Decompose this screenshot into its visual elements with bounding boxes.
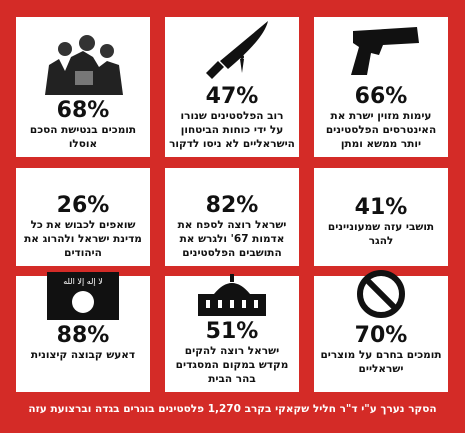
percent: 88% bbox=[56, 323, 110, 348]
card-text: יותר ממשא ומתן bbox=[340, 138, 422, 150]
card: 82% ישראל רוצה לספח את אדמות 67' ולגרש את… bbox=[165, 168, 299, 266]
card-text: אוסלו bbox=[68, 138, 98, 150]
card-text: התושבים הפלסטינים bbox=[182, 247, 282, 259]
card: 68% תומכים בנטישת הסכם אוסלו bbox=[16, 17, 150, 157]
card: 66% עימות מזוין ישרת את האינטרסים הפלסטינ… bbox=[314, 17, 448, 157]
card-text: להגר bbox=[368, 235, 394, 247]
card: 47% רוב הפלסטינים שנורו על ידי כוחות הביט… bbox=[165, 17, 299, 157]
card-text: רוב הפלסטינים שנורו bbox=[180, 110, 284, 122]
card-text: האינטרסים הפלסטינים bbox=[325, 124, 437, 136]
percent: 26% bbox=[56, 193, 110, 218]
percent: 66% bbox=[354, 84, 408, 109]
flag-text: لا إله إلا الله bbox=[63, 277, 103, 287]
footer: הסקר נערך ע"י ד"ר חליל שקאקי בקרב 1,270 … bbox=[28, 403, 437, 415]
card-text: שואפים לכבוש את כל bbox=[30, 219, 136, 231]
card: 26% שואפים לכבוש את כל מדינת ישראל ולהרוג… bbox=[16, 168, 150, 266]
card-text: עימות מזוין ישרת את bbox=[330, 110, 432, 122]
card-text: היהודים bbox=[64, 247, 102, 259]
card-text: תושבי עזה שמעוניינים bbox=[327, 221, 435, 233]
card: لا إله إلا الله 88% דאעש קבוצה קיצונית bbox=[16, 272, 150, 392]
card-text: תומכים בנטישת הסכם bbox=[29, 124, 137, 136]
percent: 51% bbox=[205, 319, 259, 344]
card-text: ישראל רוצה להקים bbox=[184, 345, 280, 357]
card-text: על ידי כוחות הביטחון bbox=[180, 124, 284, 136]
percent: 70% bbox=[354, 323, 408, 348]
icon-photo bbox=[35, 31, 131, 95]
percent: 82% bbox=[205, 193, 259, 218]
icon-flag: لا إله إلا الله bbox=[47, 272, 119, 320]
card-text: מקדש במקום המסגדים bbox=[175, 359, 289, 371]
card: 51% ישראל רוצה להקים מקדש במקום המסגדים בה… bbox=[165, 274, 299, 392]
percent: 47% bbox=[205, 84, 259, 109]
card-text: תומכים בחרם על מוצרים bbox=[320, 349, 442, 361]
card-text: ישראליים bbox=[358, 363, 404, 375]
icon-gun bbox=[351, 27, 419, 75]
card-text: אדמות 67' ולגרש את bbox=[179, 233, 285, 245]
card: 70% תומכים בחרם על מוצרים ישראליים bbox=[314, 270, 448, 392]
card: 41% תושבי עזה שמעוניינים להגר bbox=[314, 168, 448, 266]
card-text: בהר הבית bbox=[208, 373, 256, 385]
icon-knife bbox=[206, 21, 268, 79]
icon-ban bbox=[357, 270, 405, 318]
card-text: הישראליים לא ניסו לדקור bbox=[169, 138, 295, 150]
card-text: דאעש קבוצה קיצונית bbox=[30, 349, 136, 361]
card-text: ישראל רוצה לספח את bbox=[177, 219, 287, 231]
percent: 68% bbox=[56, 98, 110, 123]
icon-dome bbox=[198, 274, 266, 316]
percent: 41% bbox=[354, 195, 408, 220]
card-text: מדינת ישראל ולהרוג את bbox=[24, 233, 142, 245]
